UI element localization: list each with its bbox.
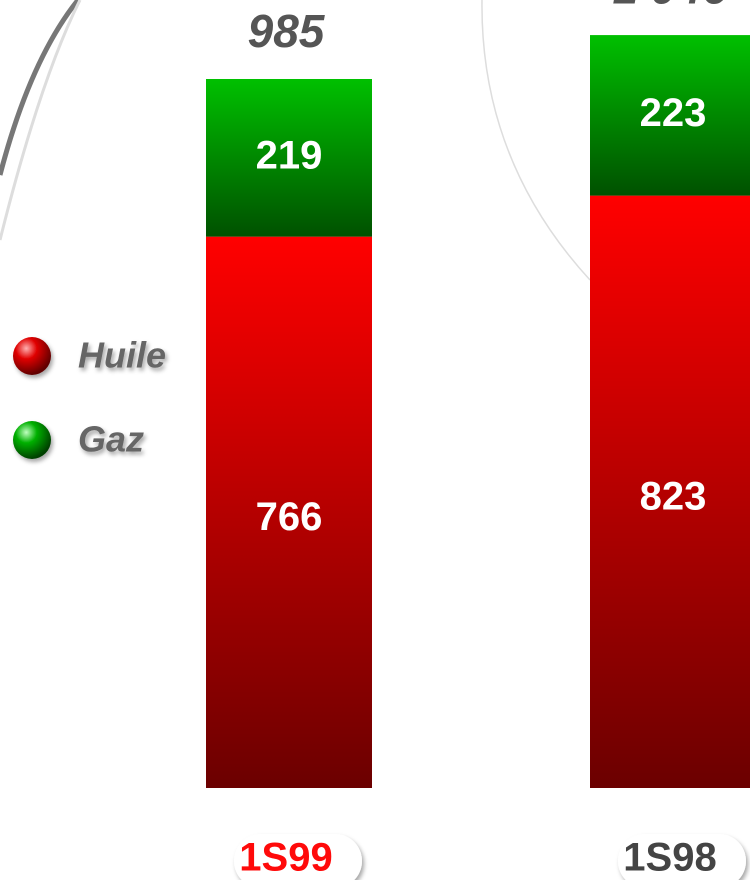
category-pill [618, 834, 746, 880]
category-pill [234, 834, 362, 880]
value-label: 223 [640, 91, 707, 135]
decor-arc [481, 0, 591, 281]
decor-arc [0, 0, 82, 241]
total-label: 1 046 [612, 0, 728, 13]
legend-marker [13, 421, 51, 459]
legend: Huile Gaz [13, 335, 166, 460]
category-label: 1S99 [239, 836, 332, 880]
legend-label: Gaz [78, 419, 144, 460]
bar-segment [590, 35, 750, 196]
bar-segment [590, 195, 750, 788]
value-label: 219 [256, 133, 323, 177]
bar-segment [206, 78, 372, 237]
legend-label: Huile [78, 335, 166, 376]
bars: 766 219 985 1S99 823 223 1 046 1S98 [206, 0, 750, 880]
value-label: 766 [256, 495, 323, 539]
bar-segment [206, 236, 372, 789]
value-label: 823 [640, 474, 707, 518]
decor-arc [0, 0, 80, 176]
legend-marker [13, 337, 51, 375]
total-label: 985 [248, 5, 326, 57]
category-label: 1S98 [623, 836, 716, 880]
